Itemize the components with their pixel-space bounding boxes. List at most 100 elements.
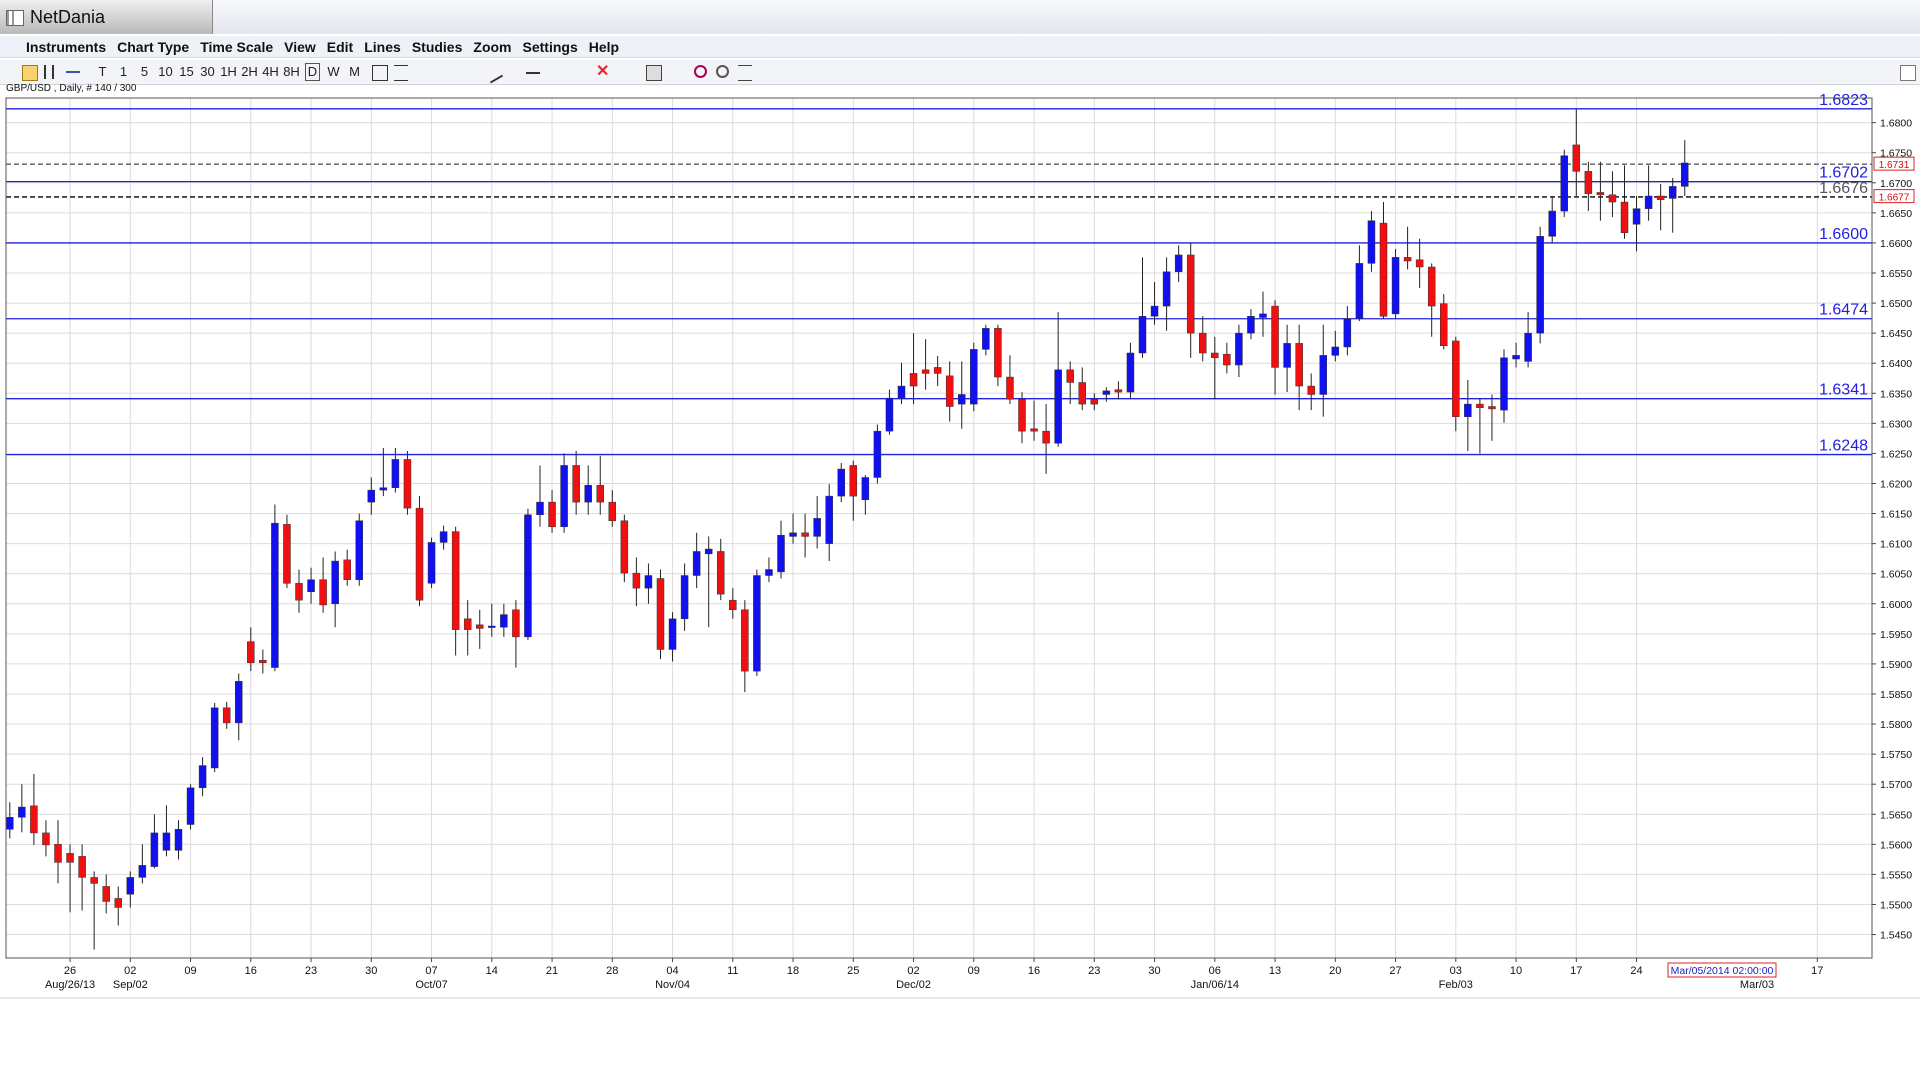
timeframe-button[interactable]: 1H bbox=[220, 64, 237, 79]
candle-body bbox=[247, 641, 255, 663]
candle-body bbox=[1536, 236, 1544, 334]
timeframe-button[interactable]: W bbox=[327, 64, 340, 79]
hline-icon[interactable] bbox=[526, 72, 540, 78]
settings-icon[interactable] bbox=[1900, 65, 1916, 81]
candle-body bbox=[66, 853, 74, 863]
price-marker-label: 1.6677 bbox=[1879, 193, 1910, 204]
menu-item[interactable]: Chart Type bbox=[117, 39, 190, 55]
candle-body bbox=[343, 559, 351, 580]
candle-body bbox=[451, 531, 460, 630]
trendline-icon[interactable] bbox=[482, 62, 504, 84]
candle-body bbox=[1138, 316, 1147, 354]
x-tick-label: 16 bbox=[245, 965, 257, 977]
candle-body bbox=[319, 579, 327, 606]
level-label: 1.6702 bbox=[1819, 165, 1868, 182]
menu-item[interactable]: Zoom bbox=[473, 39, 512, 55]
candle-body bbox=[1066, 369, 1074, 383]
timeframe-button[interactable]: 5 bbox=[140, 64, 149, 79]
cursor-label: Mar/05/2014 02:00:00 bbox=[1671, 965, 1774, 977]
candle-body bbox=[78, 856, 86, 878]
candle-body bbox=[1355, 263, 1364, 319]
timeframe-button[interactable]: D bbox=[302, 60, 323, 84]
level-label: 1.6600 bbox=[1819, 226, 1868, 243]
candle-body bbox=[331, 560, 339, 605]
menu-item[interactable]: Studies bbox=[411, 39, 463, 55]
print-icon[interactable] bbox=[646, 65, 662, 81]
candle-body bbox=[1271, 305, 1279, 368]
timeframe-button[interactable]: T bbox=[98, 64, 107, 79]
candle-body bbox=[524, 514, 532, 638]
x-tick-label: 04 bbox=[666, 965, 678, 977]
delete-icon[interactable]: ✕ bbox=[596, 63, 610, 80]
candle-body bbox=[271, 522, 279, 668]
menu-item[interactable]: Edit bbox=[326, 39, 354, 55]
grid-icon[interactable] bbox=[394, 65, 408, 81]
menu-item[interactable]: Settings bbox=[522, 39, 578, 55]
menu-item[interactable]: Help bbox=[588, 39, 620, 55]
y-tick-label: 1.5450 bbox=[1880, 930, 1912, 942]
menu-item[interactable]: Instruments bbox=[26, 39, 107, 55]
menu-item[interactable]: Time Scale bbox=[200, 39, 274, 55]
menu-item[interactable]: Lines bbox=[364, 39, 401, 55]
candle-body bbox=[439, 531, 448, 543]
candle-body bbox=[1090, 399, 1099, 405]
candle-body bbox=[608, 501, 617, 522]
candle-body bbox=[1295, 343, 1303, 387]
candle-body bbox=[1199, 332, 1207, 354]
candle-body bbox=[174, 829, 183, 851]
candle-body bbox=[1174, 254, 1183, 273]
candle-body bbox=[1512, 355, 1520, 360]
candle-body bbox=[222, 707, 231, 724]
timeframe-button[interactable]: 2H bbox=[241, 64, 258, 79]
candle-body bbox=[1211, 352, 1219, 359]
candle-body bbox=[126, 877, 135, 895]
candle-body bbox=[1464, 403, 1472, 417]
candle-body bbox=[1247, 316, 1255, 334]
candle-body bbox=[1186, 254, 1195, 334]
candle-body bbox=[307, 579, 315, 592]
candle-body bbox=[1608, 194, 1617, 203]
line-icon[interactable] bbox=[66, 65, 80, 73]
candle-body bbox=[958, 394, 966, 405]
x-tick-label: 28 bbox=[606, 965, 618, 977]
bar-icon[interactable] bbox=[44, 65, 54, 79]
candle-body bbox=[1476, 403, 1484, 408]
timeframe-button[interactable]: 10 bbox=[158, 64, 173, 79]
candle-body bbox=[235, 681, 243, 724]
y-tick-label: 1.6200 bbox=[1880, 478, 1912, 490]
candle-body bbox=[476, 624, 484, 629]
timeframe-button[interactable]: 30 bbox=[200, 64, 215, 79]
y-tick-label: 1.6750 bbox=[1880, 148, 1912, 160]
candle-body bbox=[692, 551, 701, 576]
y-tick-label: 1.5650 bbox=[1880, 809, 1912, 821]
y-tick-label: 1.6450 bbox=[1880, 328, 1912, 340]
candle-body bbox=[1500, 357, 1508, 411]
timeframe-button[interactable]: 4H bbox=[262, 64, 279, 79]
candle-body bbox=[1042, 430, 1050, 444]
candle-body bbox=[1006, 376, 1014, 400]
zoom-in-icon[interactable] bbox=[694, 65, 707, 78]
candle-body bbox=[1331, 346, 1340, 356]
timeframe-button[interactable]: 15 bbox=[179, 64, 194, 79]
candle-body bbox=[415, 507, 424, 601]
crosshair-icon[interactable] bbox=[372, 65, 388, 81]
x-period-label: Jan/06/14 bbox=[1191, 979, 1239, 991]
y-tick-label: 1.6300 bbox=[1880, 418, 1912, 430]
menu-item[interactable]: View bbox=[284, 39, 316, 55]
y-tick-label: 1.6500 bbox=[1880, 298, 1912, 310]
candle-icon[interactable] bbox=[22, 65, 38, 81]
candle-body bbox=[1681, 162, 1689, 187]
x-period-label: Dec/02 bbox=[896, 979, 931, 991]
candle-body bbox=[945, 375, 954, 407]
candle-body bbox=[512, 609, 520, 638]
candle-body bbox=[572, 465, 580, 503]
candle-body bbox=[1343, 318, 1352, 348]
candle-body bbox=[1644, 195, 1653, 209]
zoom-out-icon[interactable] bbox=[716, 65, 729, 78]
timeframe-button[interactable]: M bbox=[349, 64, 360, 79]
fit-icon[interactable] bbox=[738, 65, 752, 81]
timeframe-button[interactable]: 1 bbox=[119, 64, 128, 79]
timeframe-button[interactable]: 8H bbox=[283, 64, 300, 79]
candle-body bbox=[150, 832, 159, 867]
